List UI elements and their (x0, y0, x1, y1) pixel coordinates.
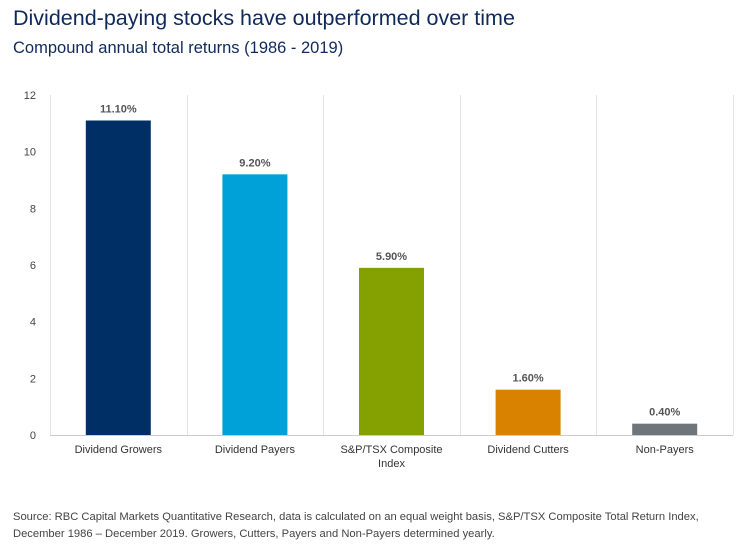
data-label: 0.40% (649, 407, 680, 419)
chart-subtitle: Compound annual total returns (1986 - 20… (13, 39, 344, 57)
data-label: 5.90% (376, 251, 407, 263)
y-tick-label: 2 (30, 373, 36, 385)
y-tick-label: 8 (30, 203, 36, 215)
y-tick-label: 12 (24, 90, 36, 102)
bar (495, 389, 561, 435)
y-tick-label: 6 (30, 260, 36, 272)
x-tick-label: Non-Payers (636, 444, 695, 456)
x-tick-label: Index (378, 458, 405, 470)
y-tick-label: 10 (24, 147, 36, 159)
bar (632, 423, 698, 435)
data-label: 11.10% (100, 104, 137, 116)
data-label: 1.60% (512, 373, 543, 385)
y-tick-label: 4 (30, 317, 36, 329)
y-tick-label: 0 (30, 430, 36, 442)
bar (359, 267, 424, 435)
bar (85, 120, 151, 435)
chart-title: Dividend-paying stocks have outperformed… (13, 6, 515, 30)
data-label: 9.20% (239, 157, 270, 169)
x-tick-label: Dividend Growers (75, 444, 163, 456)
x-tick-label: Dividend Cutters (487, 444, 569, 456)
x-tick-label: S&P/TSX Composite (340, 444, 442, 456)
bar (222, 174, 288, 436)
source-note: Source: RBC Capital Markets Quantitative… (13, 511, 699, 540)
x-tick-label: Dividend Payers (215, 444, 296, 456)
